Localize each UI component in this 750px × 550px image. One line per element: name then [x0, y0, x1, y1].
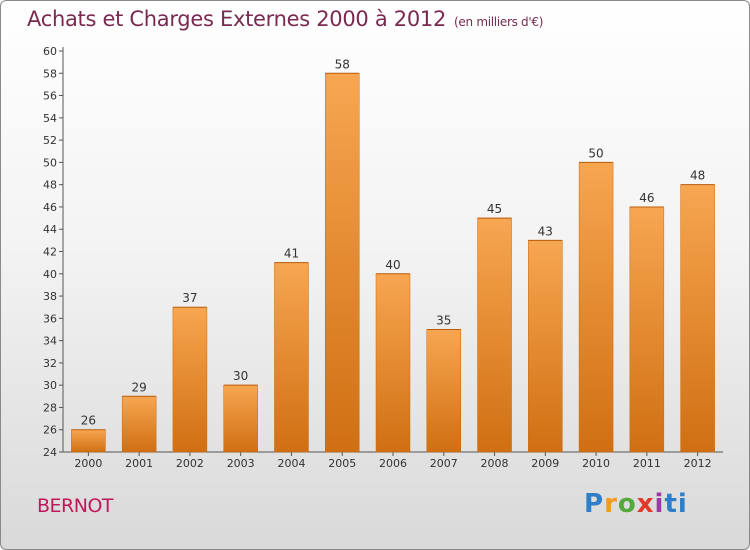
x-tick-label: 2008 [481, 457, 509, 470]
bar-2004 [274, 262, 309, 453]
y-tick-label: 28 [43, 401, 57, 414]
y-tick-label: 34 [43, 335, 57, 348]
bar-2003 [223, 384, 258, 453]
data-label: 43 [538, 224, 553, 238]
y-tick-label: 24 [43, 446, 57, 459]
y-tick-label: 50 [43, 156, 57, 169]
chart-title: Achats et Charges Externes 2000 à 2012 (e… [27, 7, 543, 31]
data-label: 48 [690, 169, 705, 183]
x-tick-label: 2001 [125, 457, 153, 470]
x-tick-label: 2010 [582, 457, 610, 470]
data-label: 46 [639, 191, 654, 205]
y-tick-label: 26 [43, 424, 57, 437]
y-tick-label: 32 [43, 357, 57, 370]
data-label: 45 [487, 202, 502, 216]
data-label: 40 [385, 258, 400, 272]
y-tick-label: 56 [43, 90, 57, 103]
y-tick-label: 44 [43, 223, 57, 236]
logo-letter: x [636, 489, 655, 519]
data-label: 58 [335, 57, 350, 71]
x-tick-label: 2006 [379, 457, 407, 470]
bar-2005 [324, 73, 360, 453]
bar-2007 [426, 329, 462, 453]
bar-2012 [680, 184, 715, 453]
x-tick-label: 2011 [633, 457, 661, 470]
place-name: BERNOT [37, 495, 114, 517]
logo-letter: t [664, 489, 678, 519]
data-label: 41 [284, 247, 299, 261]
logo-letter: r [604, 489, 618, 519]
data-label: 30 [233, 369, 248, 383]
bar-2008 [477, 217, 512, 453]
title-text: Achats et Charges Externes 2000 à 2012 [27, 7, 447, 31]
unit-label: (en milliers d'€) [454, 15, 544, 29]
x-tick-label: 2003 [227, 457, 255, 470]
chart-axes: 24 26 28 30 32 34 36 38 40 42 44 46 48 50 52 54 56 58 60 [43, 45, 723, 459]
x-tick-label: 2009 [531, 457, 559, 470]
x-tick-label: 2004 [277, 457, 305, 470]
y-tick-label: 30 [43, 379, 57, 392]
y-tick-label: 52 [43, 134, 57, 147]
bar-2001 [121, 396, 157, 453]
x-tick-label: 2005 [328, 457, 356, 470]
y-tick-label: 36 [43, 312, 57, 325]
data-label: 35 [436, 313, 451, 327]
proxiti-logo[interactable]: Proxiti [584, 489, 688, 519]
data-label: 26 [81, 414, 96, 428]
data-label: 50 [588, 146, 603, 160]
data-label: 37 [182, 291, 197, 305]
y-tick-label: 46 [43, 201, 57, 214]
y-tick-label: 48 [43, 179, 57, 192]
bar-2006 [375, 273, 411, 453]
chart-labels: 26 2000 29 2001 37 2002 30 2003 41 2004 58 2005 40 20… [74, 57, 711, 470]
bar-2010 [578, 162, 614, 453]
y-tick-label: 38 [43, 290, 57, 303]
logo-letter: o [617, 489, 637, 519]
x-tick-label: 2012 [684, 457, 712, 470]
y-tick-label: 40 [43, 268, 57, 281]
x-tick-label: 2007 [430, 457, 458, 470]
y-tick-label: 60 [43, 45, 57, 58]
data-label: 29 [132, 380, 147, 394]
bar-2002 [172, 306, 208, 453]
logo-letter: P [584, 489, 605, 519]
x-tick-label: 2002 [176, 457, 204, 470]
y-tick-label: 54 [43, 112, 57, 125]
y-tick-label: 42 [43, 246, 57, 259]
bar-2009 [528, 240, 563, 453]
bar-2011 [629, 206, 665, 453]
chart-bars [71, 72, 715, 453]
bar-2000 [71, 429, 106, 453]
x-tick-label: 2000 [74, 457, 102, 470]
logo-letter: i [654, 489, 665, 519]
logo-letter: i [677, 489, 688, 519]
y-tick-label: 58 [43, 67, 57, 80]
